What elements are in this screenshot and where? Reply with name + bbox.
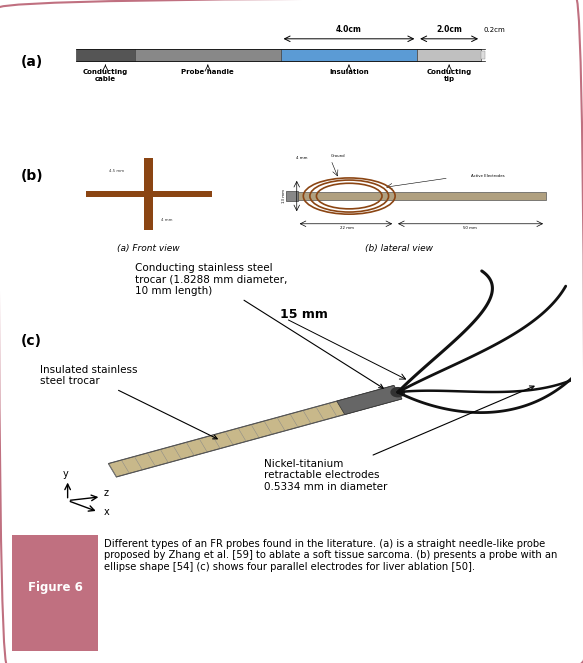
Text: 4.5 mm: 4.5 mm — [110, 168, 124, 172]
Text: Insulated stainless
steel trocar: Insulated stainless steel trocar — [40, 365, 217, 439]
Text: Active Electrodes: Active Electrodes — [472, 174, 505, 178]
Bar — [297, 192, 546, 200]
Text: Conducting stainless steel
trocar (1.8288 mm diameter,
10 mm length): Conducting stainless steel trocar (1.828… — [135, 263, 383, 388]
Text: z: z — [104, 488, 109, 498]
Text: 4 mm: 4 mm — [161, 217, 173, 222]
Text: (a): (a) — [20, 54, 43, 69]
Text: Ground: Ground — [331, 154, 346, 158]
Text: 4.0cm: 4.0cm — [336, 25, 362, 34]
Text: (c): (c) — [20, 334, 41, 349]
Text: Nickel-titanium
retractable electrodes
0.5334 mm in diameter: Nickel-titanium retractable electrodes 0… — [264, 386, 534, 492]
Text: 4 mm: 4 mm — [296, 156, 308, 160]
Bar — [481, 50, 484, 59]
Bar — [86, 191, 212, 197]
Text: Insulation: Insulation — [329, 69, 369, 75]
Circle shape — [391, 388, 405, 396]
Text: (b): (b) — [20, 168, 43, 183]
Polygon shape — [108, 385, 402, 477]
Text: Figure 6: Figure 6 — [28, 581, 83, 594]
FancyBboxPatch shape — [12, 535, 99, 651]
Text: 22 mm: 22 mm — [339, 226, 354, 230]
Text: (a) Front view: (a) Front view — [117, 244, 180, 253]
Text: 0.2cm: 0.2cm — [483, 27, 505, 33]
Text: (b) lateral view: (b) lateral view — [366, 244, 433, 253]
Bar — [286, 192, 298, 201]
Text: Conducting
cable: Conducting cable — [83, 69, 128, 82]
Bar — [280, 48, 417, 61]
Text: 50 mm: 50 mm — [463, 226, 477, 230]
Text: x: x — [104, 507, 110, 517]
Bar — [76, 48, 135, 61]
Text: 13 mm: 13 mm — [282, 189, 286, 203]
Text: Conducting
tip: Conducting tip — [427, 69, 472, 82]
Text: y: y — [63, 469, 69, 479]
Text: Different types of an FR probes found in the literature. (a) is a straight needl: Different types of an FR probes found in… — [104, 538, 557, 572]
Bar — [135, 48, 280, 61]
Text: 15 mm: 15 mm — [280, 308, 328, 322]
Text: 2.0cm: 2.0cm — [436, 25, 462, 34]
Text: Probe handle: Probe handle — [181, 69, 234, 75]
Bar — [417, 48, 481, 61]
Polygon shape — [337, 385, 402, 414]
Bar — [144, 158, 153, 230]
